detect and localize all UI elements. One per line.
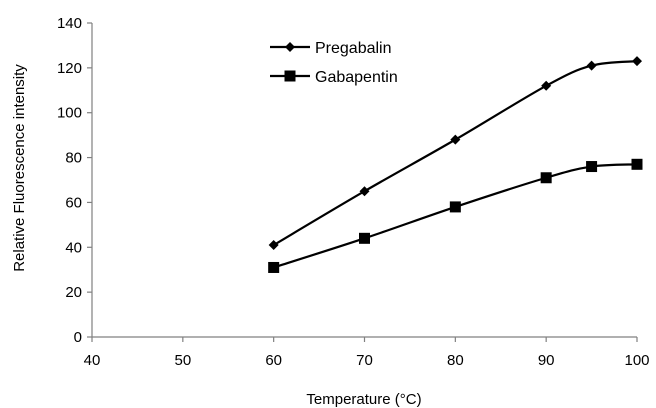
data-point-pregabalin	[359, 186, 370, 197]
data-point-pregabalin	[450, 134, 461, 145]
y-tick-label: 140	[57, 15, 82, 32]
x-tick-label: 40	[84, 352, 101, 369]
y-tick-label: 60	[65, 194, 82, 211]
x-tick-label: 70	[356, 352, 373, 369]
data-point-gabapentin	[449, 201, 461, 213]
legend-marker-gabapentin	[284, 70, 296, 82]
legend-label-gabapentin: Gabapentin	[315, 69, 398, 86]
data-point-gabapentin	[540, 172, 552, 184]
data-point-pregabalin	[632, 56, 642, 67]
x-tick-label: 90	[538, 352, 555, 369]
axes-layer: 0 20 40 60 80 100 120 140 40 50 60 70 80 90 100	[57, 15, 650, 369]
series-pregabalin	[268, 56, 642, 251]
series-line-pregabalin	[273, 60, 638, 246]
y-tick-label: 0	[74, 329, 82, 346]
data-point-gabapentin	[268, 261, 280, 273]
legend-item-gabapentin: Gabapentin	[270, 69, 398, 86]
y-tick-label: 120	[57, 60, 82, 77]
series-line-gabapentin	[273, 163, 638, 269]
data-point-gabapentin	[586, 161, 598, 173]
y-tick-label: 20	[65, 284, 82, 301]
y-axis-title: Relative Fluorescence intensity	[11, 64, 28, 272]
y-tick-label: 80	[65, 150, 82, 167]
x-tick-label: 50	[174, 352, 191, 369]
legend-marker-pregabalin	[285, 42, 295, 52]
data-point-pregabalin	[541, 80, 552, 91]
legend-item-pregabalin: Pregabalin	[270, 40, 392, 57]
legend-label-pregabalin: Pregabalin	[315, 40, 392, 57]
data-point-pregabalin	[586, 60, 597, 71]
series-gabapentin	[268, 158, 643, 273]
x-tick-label: 100	[624, 352, 649, 369]
series-layer	[268, 56, 643, 273]
data-point-gabapentin	[631, 158, 643, 170]
data-point-pregabalin	[268, 240, 279, 251]
x-axis-title: Temperature (°C)	[306, 391, 421, 408]
y-tick-label: 100	[57, 105, 82, 122]
x-tick-label: 60	[265, 352, 282, 369]
data-point-gabapentin	[359, 232, 370, 244]
legend: Pregabalin Gabapentin	[270, 40, 398, 86]
x-tick-label: 80	[447, 352, 464, 369]
y-tick-label: 40	[65, 239, 82, 256]
